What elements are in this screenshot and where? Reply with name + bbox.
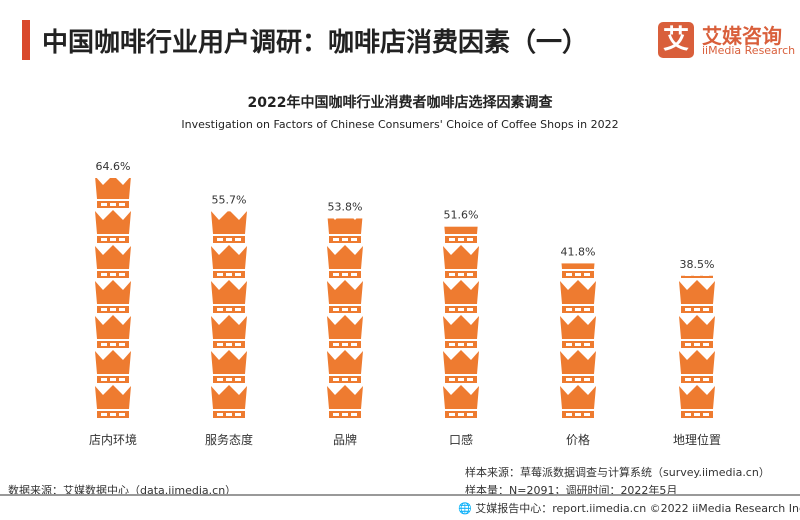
data-label: 38.5% xyxy=(680,258,715,271)
data-label: 64.6% xyxy=(96,160,131,173)
bar-2 xyxy=(323,218,367,420)
category-label: 价格 xyxy=(566,432,590,447)
logo-mark: 艾 xyxy=(658,22,694,58)
logo-text-en: iiMedia Research xyxy=(702,44,796,57)
data-label: 53.8% xyxy=(328,200,363,213)
report-text: 艾媒报告中心：report.iimedia.cn ©2022 iiMedia R… xyxy=(475,502,800,515)
category-label: 品牌 xyxy=(333,433,357,447)
data-label: 41.8% xyxy=(561,245,596,258)
chart-title: 2022年中国咖啡行业消费者咖啡店选择因素调查 xyxy=(247,95,553,111)
category-label: 地理位置 xyxy=(673,432,721,447)
bar-5 xyxy=(675,275,719,420)
bar-1 xyxy=(207,211,251,420)
report-center: 🌐 艾媒报告中心：report.iimedia.cn ©2022 iiMedia… xyxy=(458,500,800,516)
footer-divider xyxy=(0,494,800,496)
logo-text-cn: 艾媒咨询 xyxy=(702,24,782,48)
chart-subtitle: Investigation on Factors of Chinese Cons… xyxy=(181,118,619,131)
data-label: 51.6% xyxy=(444,209,479,222)
category-label: 服务态度 xyxy=(205,432,253,447)
globe-icon: 🌐 xyxy=(458,502,472,515)
data-source: 数据来源：艾媒数据中心（data.iimedia.cn） xyxy=(8,484,237,497)
sample-size: 样本量：N=2091；调研时间：2022年5月 xyxy=(465,484,678,497)
category-label: 口感 xyxy=(449,432,473,447)
category-label: 店内环境 xyxy=(89,432,137,447)
sample-source: 样本来源：草莓派数据调查与计算系统（survey.iimedia.cn） xyxy=(465,466,770,479)
bar-0 xyxy=(91,178,135,420)
bar-4 xyxy=(556,263,600,420)
bar-3 xyxy=(439,226,483,420)
data-label: 55.7% xyxy=(212,193,247,206)
page-title: 中国咖啡行业用户调研：咖啡店消费因素（一） xyxy=(42,28,589,58)
title-accent-bar xyxy=(22,20,30,60)
chart: 64.6% 店内环境 55.7% 服务态度 53.8% 品牌 51.6% 口感 41.8% 价格 3… xyxy=(89,160,721,447)
